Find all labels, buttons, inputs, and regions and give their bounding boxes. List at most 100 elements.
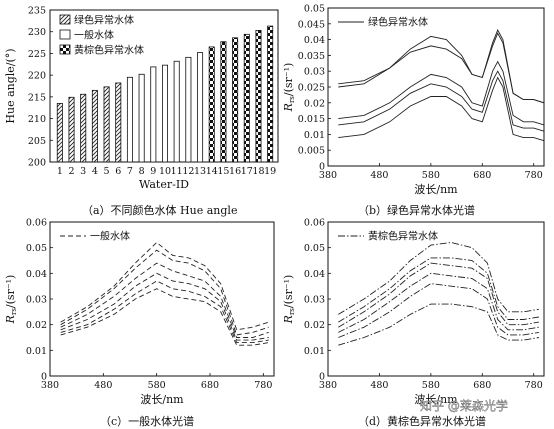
x-tick-label: 780 [254,380,272,391]
y-tick-label: 0.005 [298,146,325,157]
bar [173,60,180,163]
panel-d-yellow-brown-spectra-chart: 0 0.01 0.02 0.03 0.04 0.05 0.06 380 480 580 680 780… [282,218,545,406]
x-tick-label: 480 [370,170,388,181]
bar [267,25,274,163]
y-tick-label: 0.02 [26,320,47,331]
x-axis-label: 波长/nm [414,183,458,196]
y-tick-label: 0.04 [26,269,47,280]
x-tick-label: 780 [525,170,543,181]
plot-frame [327,221,545,377]
y-tick-label: 0.05 [26,243,47,254]
x-tick-label: 18 [252,166,264,177]
series-line [60,288,269,346]
series-line [338,283,539,338]
x-tick-label: 580 [422,170,440,181]
x-tick-label: 380 [41,380,59,391]
x-tick-label: 9 [150,166,156,177]
y-tick-label: 0.06 [304,218,325,229]
x-axis-label: Water-ID [139,178,189,191]
y-tick-label: 0.05 [304,243,325,254]
x-tick-label: 380 [319,170,337,181]
bar [56,102,63,163]
y-tick-label: 0.035 [298,51,325,62]
x-tick-label: 780 [525,380,543,391]
x-tick-label: 6 [115,166,121,177]
caption-b: （b）绿色异常水体光谱 [358,203,475,217]
y-tick-label: 235 [28,6,46,17]
y-axis-label: Rrs/(sr⁻¹) [4,275,18,325]
bar [126,76,133,163]
legend-label: 黄棕色异常水体 [368,230,438,243]
y-tick-label: 0 [319,372,325,383]
y-tick-label: 220 [28,71,46,82]
x-tick-label: 680 [473,380,491,391]
legend-swatch [59,44,71,55]
series-line [60,241,269,331]
bar [185,56,192,163]
plot-frame [49,221,275,377]
x-tick-label: 19 [264,166,276,177]
x-tick-label: 17 [241,166,253,177]
x-tick-label: 480 [370,380,388,391]
y-tick-label: 0.04 [304,269,325,280]
series-line [338,32,545,104]
y-tick-label: 0.015 [298,114,325,125]
x-tick-label: 16 [229,166,241,177]
y-tick-label: 0.02 [304,320,325,331]
series-line [338,262,539,328]
x-tick-label: 3 [80,166,86,177]
x-tick-label: 580 [422,380,440,391]
y-tick-label: 0 [319,162,325,173]
y-tick-label: 0.01 [26,346,47,357]
legend-swatch [59,29,71,40]
series-line [338,76,545,142]
caption-d: （d）黄棕色异常水体光谱 [358,414,486,428]
y-tick-label: 0.03 [304,67,325,78]
x-tick-label: 580 [148,380,166,391]
y-tick-label: 0 [41,372,47,383]
y-tick-label: 205 [28,136,46,147]
x-tick-label: 10 [159,166,171,177]
y-tick-label: 200 [28,158,46,169]
x-tick-label: 680 [473,170,491,181]
y-axis-label: Hue angle/(°) [4,48,17,123]
y-tick-label: 0.045 [298,19,325,30]
x-tick-label: 15 [217,166,229,177]
series-line [338,257,539,323]
y-tick-label: 0.06 [26,218,47,229]
legend-label: 一般水体 [74,29,114,42]
y-tick-label: 0.04 [304,35,325,46]
caption-a: （a）不同颜色水体 Hue angle [82,203,237,217]
x-tick-label: 380 [319,380,337,391]
x-tick-label: 8 [139,166,145,177]
legend-label: 黄棕色异常水体 [74,44,144,57]
legend-label: 一般水体 [90,230,130,243]
x-tick-label: 13 [194,166,206,177]
bar [68,96,75,163]
watermark-text: 知乎 @莱森光学 [420,398,508,413]
series-line [60,272,269,341]
legend-label: 绿色异常水体 [74,14,134,27]
x-tick-label: 7 [127,166,133,177]
series-line [60,249,269,336]
x-tick-label: 2 [69,166,75,177]
bar [220,41,227,163]
y-tick-label: 0.01 [304,130,325,141]
series-line [338,60,545,126]
x-tick-label: 1 [57,166,63,177]
x-tick-label: 5 [104,166,110,177]
y-axis-label: Rrs/(sr⁻¹) [282,275,296,325]
series-line [338,70,545,132]
bar [161,64,168,163]
y-tick-label: 210 [28,114,46,125]
y-tick-label: 0.03 [26,295,47,306]
bar [150,66,157,163]
panel-c-normal-spectra-chart: 0 0.01 0.02 0.03 0.04 0.05 0.06 380 480 580 680 780… [4,218,275,406]
legend-swatch [59,14,71,25]
bar [243,33,250,163]
x-tick-label: 14 [206,166,218,177]
x-tick-label: 480 [94,380,112,391]
bar [232,37,239,163]
y-tick-label: 230 [28,27,46,38]
